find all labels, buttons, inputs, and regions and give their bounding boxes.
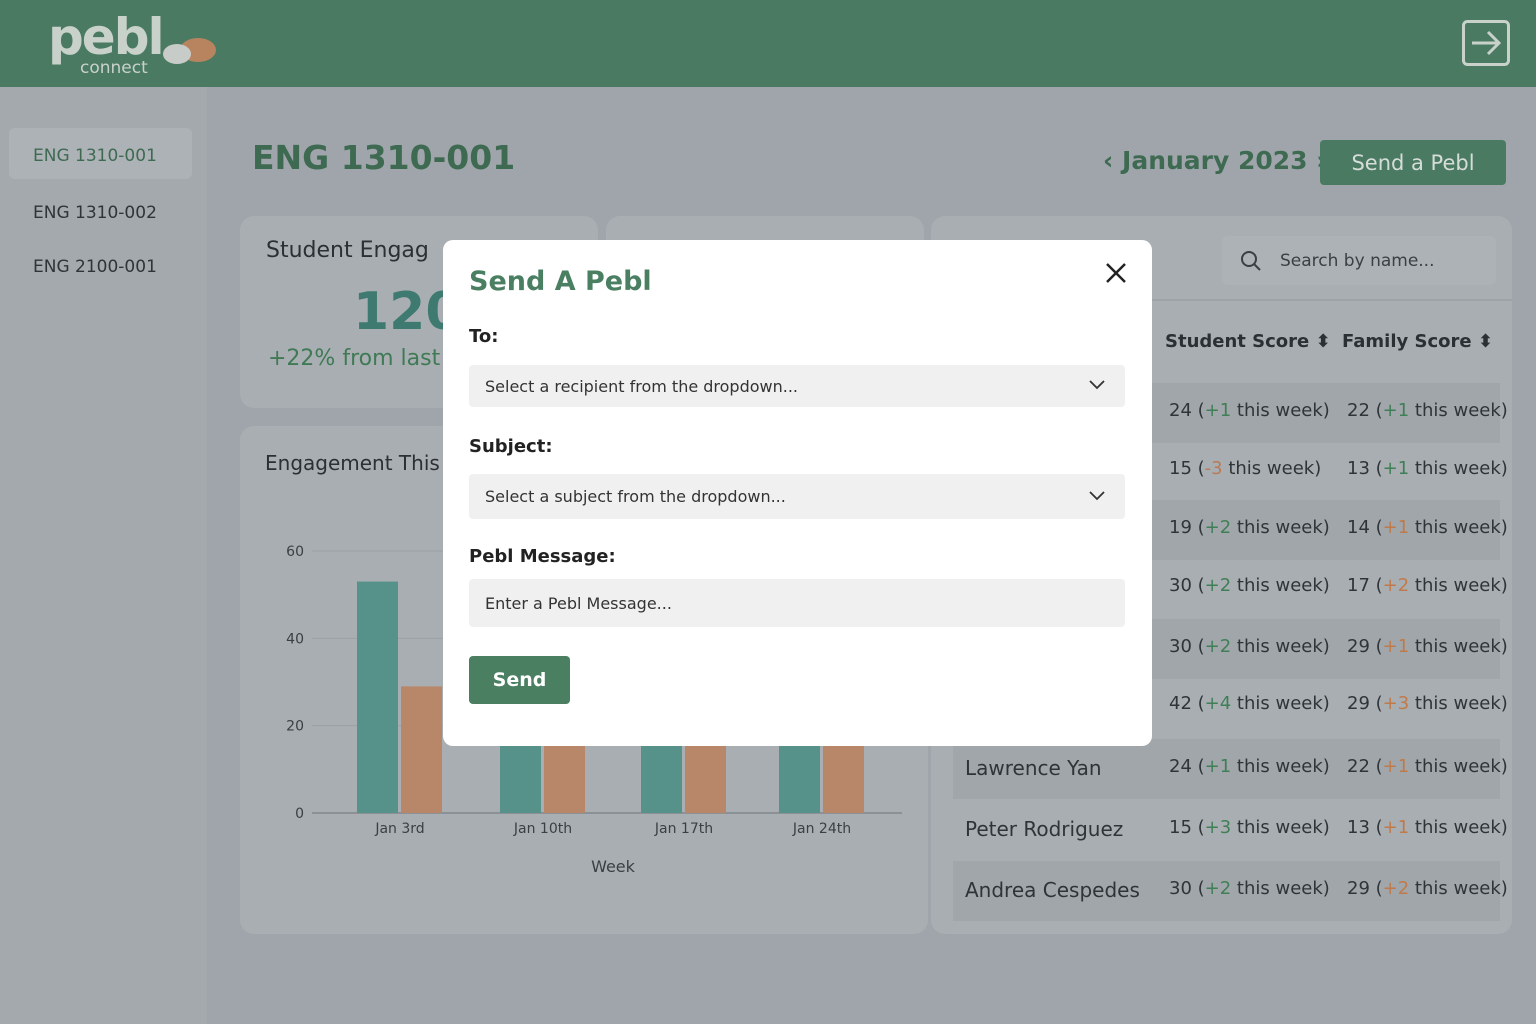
to-label: To:	[469, 326, 499, 347]
family-score: 13 (+1 this week)	[1347, 458, 1508, 479]
send-button[interactable]: Send	[469, 656, 570, 704]
header: pebl connect	[0, 0, 1536, 87]
student-score: 19 (+2 this week)	[1169, 517, 1330, 538]
divider	[931, 299, 1512, 301]
month: January 2023	[1122, 146, 1308, 175]
logo: pebl	[48, 8, 165, 66]
student-score: 30 (+2 this week)	[1169, 878, 1330, 899]
column-title: Student Score	[1165, 331, 1310, 352]
x-tick-label: Jan 24th	[792, 821, 851, 837]
subject-label: Subject:	[469, 436, 553, 457]
chevron	[1089, 491, 1105, 501]
family-score: 29 (+2 this week)	[1347, 878, 1508, 899]
column-header: Student Score ⬍	[1165, 331, 1331, 352]
sidebar-item: ENG 1310-001	[33, 146, 157, 166]
page-title: ENG 1310-001	[252, 138, 516, 177]
bar	[401, 686, 442, 813]
y-tick-label: 40	[286, 631, 304, 647]
chevron	[1089, 380, 1105, 390]
row-stripe	[953, 739, 1500, 799]
student-score: 30 (+2 this week)	[1169, 636, 1330, 657]
logo-sub: connect	[80, 58, 148, 78]
sidebar-item: ENG 2100-001	[33, 257, 157, 277]
chart-title: Engagement This	[265, 451, 440, 475]
send-pebl-button: Send a Pebl	[1320, 140, 1506, 185]
family-score: 13 (+1 this week)	[1347, 817, 1508, 838]
y-tick-label: 60	[286, 544, 304, 560]
y-tick-label: 20	[286, 719, 304, 735]
x-axis-label: Week	[591, 857, 636, 876]
student-score: 15 (+3 this week)	[1169, 817, 1330, 838]
x-tick-label: Jan 17th	[654, 821, 713, 837]
row-stripe	[953, 861, 1500, 921]
logo-pebbles	[163, 38, 216, 64]
placeholder: Select a subject from the dropdown...	[485, 487, 786, 506]
modal: Send A Pebl To: Select a recipient from …	[443, 240, 1152, 746]
bar	[357, 581, 398, 813]
modal-title: Send A Pebl	[469, 266, 652, 297]
subject-select[interactable]: Select a subject from the dropdown...	[469, 474, 1125, 519]
family-score: 29 (+1 this week)	[1347, 636, 1508, 657]
close-button[interactable]	[1105, 262, 1127, 284]
sidebar: ENG 1310-001 ENG 1310-002 ENG 2100-001	[0, 87, 207, 1024]
recipient-select[interactable]: Select a recipient from the dropdown...	[469, 365, 1125, 407]
family-score: 22 (+1 this week)	[1347, 756, 1508, 777]
column-title: Family Score	[1342, 331, 1472, 352]
student-name: Peter Rodriguez	[965, 817, 1124, 841]
message-label: Pebl Message:	[469, 546, 616, 567]
y-tick-label: 0	[295, 806, 304, 822]
sidebar-item: ENG 1310-002	[33, 203, 157, 223]
x-tick-label: Jan 10th	[513, 821, 572, 837]
student-score: 24 (+1 this week)	[1169, 400, 1330, 421]
family-score: 22 (+1 this week)	[1347, 400, 1508, 421]
search-placeholder: Search by name...	[1280, 251, 1435, 271]
student-score: 42 (+4 this week)	[1169, 693, 1330, 714]
x-tick-label: Jan 3rd	[374, 821, 424, 837]
column-header: Family Score ⬍	[1342, 331, 1493, 352]
placeholder: Select a recipient from the dropdown...	[485, 376, 799, 396]
month-nav: ‹ January 2023 ›	[1103, 146, 1327, 175]
student-name: Lawrence Yan	[965, 756, 1102, 780]
family-score: 17 (+2 this week)	[1347, 575, 1508, 596]
card-change: +22% from last	[268, 346, 441, 371]
student-score: 30 (+2 this week)	[1169, 575, 1330, 596]
student-score: 15 (-3 this week)	[1169, 458, 1322, 479]
family-score: 29 (+3 this week)	[1347, 693, 1508, 714]
placeholder: Enter a Pebl Message...	[485, 593, 672, 613]
card-title: Student Engag	[266, 238, 429, 263]
message-input[interactable]: Enter a Pebl Message...	[469, 579, 1125, 627]
logout-icon	[1462, 20, 1510, 66]
family-score: 14 (+1 this week)	[1347, 517, 1508, 538]
student-score: 24 (+1 this week)	[1169, 756, 1330, 777]
student-name: Andrea Cespedes	[965, 878, 1140, 902]
sidebar-active	[9, 128, 192, 179]
search-box: Search by name...	[1222, 236, 1496, 285]
search-icon	[1241, 251, 1261, 271]
